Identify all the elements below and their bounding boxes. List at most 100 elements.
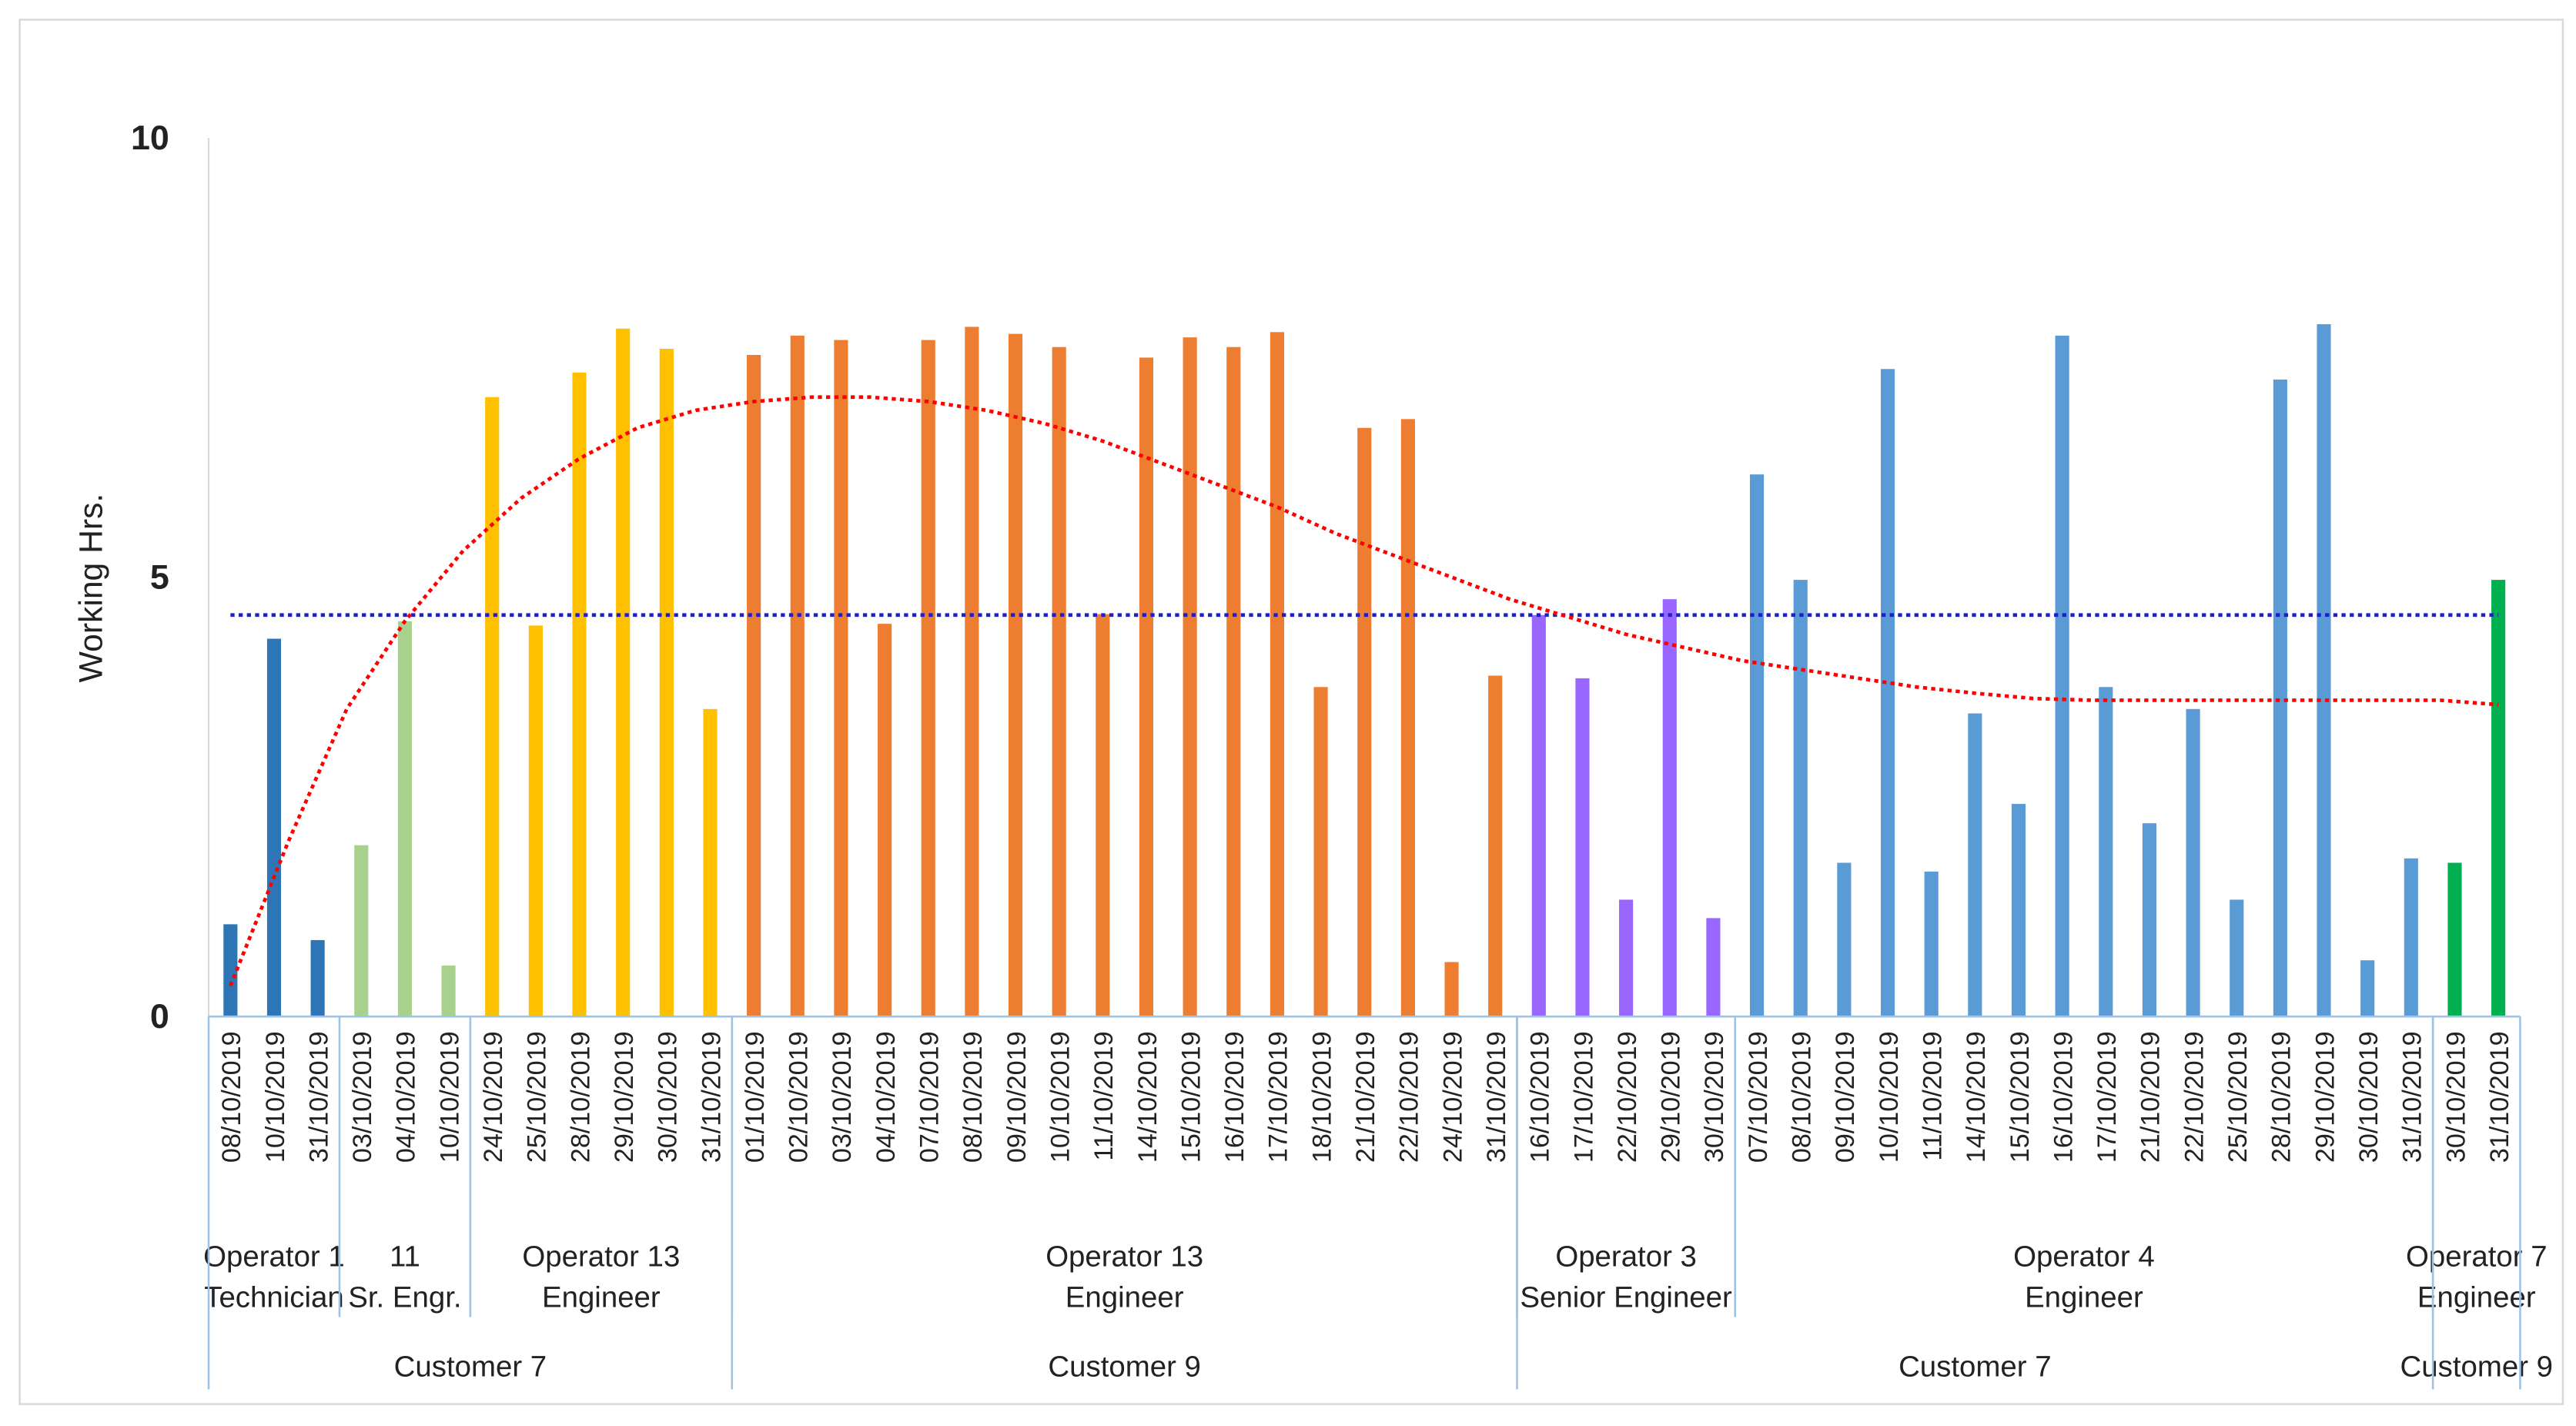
x-tick-label: 25/10/2019 <box>523 1031 552 1163</box>
bar <box>1619 899 1634 1017</box>
x-tick-label: 10/10/2019 <box>1875 1031 1904 1163</box>
bar <box>397 621 413 1017</box>
bar <box>2447 862 2462 1017</box>
x-tick-label: 07/10/2019 <box>915 1031 945 1163</box>
bar <box>1183 337 1197 1017</box>
bar <box>1793 580 1808 1017</box>
x-tick-label: 07/10/2019 <box>1744 1031 1773 1163</box>
x-tick-label: 22/10/2019 <box>2180 1031 2209 1163</box>
x-tick-label: 31/10/2019 <box>2398 1031 2427 1163</box>
x-tick-label: 18/10/2019 <box>1307 1031 1337 1163</box>
bar <box>790 335 805 1017</box>
x-tick-label: 14/10/2019 <box>1962 1031 1991 1163</box>
x-tick-label: 04/10/2019 <box>392 1031 421 1163</box>
bar <box>354 845 369 1017</box>
bar <box>616 328 631 1017</box>
x-tick-label: 16/10/2019 <box>1220 1031 1250 1163</box>
bar <box>2099 687 2113 1017</box>
operator-role-label: Technician <box>204 1281 343 1314</box>
bar <box>528 625 543 1017</box>
x-tick-label: 24/10/2019 <box>479 1031 508 1163</box>
x-tick-label: 17/10/2019 <box>1264 1031 1293 1163</box>
chart-border <box>18 18 2564 1405</box>
x-tick-label: 10/10/2019 <box>435 1031 464 1163</box>
bar <box>1052 346 1066 1017</box>
x-tick-label: 08/10/2019 <box>217 1031 246 1163</box>
x-tick-label: 28/10/2019 <box>2267 1031 2297 1163</box>
operator-label: Operator 7 <box>2406 1240 2548 1273</box>
x-tick-label: 30/10/2019 <box>2354 1031 2384 1163</box>
x-tick-label: 29/10/2019 <box>610 1031 639 1163</box>
y-axis-label: Working Hrs. <box>72 494 109 683</box>
bar <box>2011 804 2026 1017</box>
bar <box>2404 858 2418 1017</box>
bar <box>441 966 456 1017</box>
y-tick-label: 5 <box>150 558 169 597</box>
bar <box>223 924 238 1017</box>
x-tick-label: 01/10/2019 <box>741 1031 770 1163</box>
x-tick-label: 29/10/2019 <box>2310 1031 2340 1163</box>
y-tick-label: 0 <box>150 997 169 1036</box>
x-tick-label: 22/10/2019 <box>1395 1031 1424 1163</box>
operator-role-label: Sr. Engr. <box>348 1281 461 1314</box>
x-tick-label: 31/10/2019 <box>304 1031 333 1163</box>
bar <box>310 939 325 1017</box>
trend-line <box>229 395 2499 987</box>
operator-role-label: Engineer <box>2417 1281 2536 1314</box>
bar <box>1880 369 1895 1017</box>
x-tick-label: 21/10/2019 <box>1351 1031 1380 1163</box>
x-tick-label: 17/10/2019 <box>1569 1031 1598 1163</box>
operator-label: Operator 13 <box>1045 1240 1203 1273</box>
operator-role-label: Engineer <box>542 1281 661 1314</box>
bar <box>965 326 979 1017</box>
bar <box>1488 675 1503 1017</box>
operator-label: Operator 4 <box>2013 1240 2155 1273</box>
operator-role-label: Senior Engineer <box>1520 1281 1732 1314</box>
bars-layer <box>223 324 2506 1017</box>
operator-label: Operator 13 <box>522 1240 680 1273</box>
lines-layer <box>229 395 2499 987</box>
bar <box>1837 862 1852 1017</box>
x-tick-label: 30/10/2019 <box>654 1031 683 1163</box>
bar <box>747 354 761 1017</box>
bar <box>1270 332 1284 1017</box>
x-tick-label: 21/10/2019 <box>2136 1031 2166 1163</box>
operator-label: Operator 3 <box>1555 1240 1697 1273</box>
x-tick-label: 30/10/2019 <box>1700 1031 1729 1163</box>
bar <box>659 349 674 1017</box>
x-tick-label: 29/10/2019 <box>1657 1031 1686 1163</box>
x-tick-label: 15/10/2019 <box>1176 1031 1206 1163</box>
x-tick-label: 10/10/2019 <box>261 1031 290 1163</box>
x-tick-label: 25/10/2019 <box>2223 1031 2253 1163</box>
customer-label: Customer 9 <box>2400 1350 2553 1383</box>
bar <box>1531 614 1546 1017</box>
x-tick-label: 02/10/2019 <box>785 1031 814 1163</box>
operator-role-label: Engineer <box>2025 1281 2143 1314</box>
bar <box>2142 823 2156 1017</box>
x-tick-label: 24/10/2019 <box>1438 1031 1467 1163</box>
bar <box>1706 918 1721 1017</box>
bar <box>2273 379 2287 1017</box>
operator-label: 11 <box>390 1240 420 1273</box>
bar <box>1008 333 1023 1017</box>
x-tick-label: 03/10/2019 <box>348 1031 377 1163</box>
x-tick-label: 11/10/2019 <box>1089 1031 1119 1160</box>
bar <box>2186 708 2200 1017</box>
y-axis: 0 5 10 <box>131 119 210 1036</box>
operator-role-label: Engineer <box>1066 1281 1184 1314</box>
bar <box>2360 960 2375 1017</box>
bar <box>703 708 718 1017</box>
bar <box>2491 580 2506 1017</box>
bar <box>2230 899 2244 1017</box>
x-tick-label: 03/10/2019 <box>828 1031 857 1163</box>
x-tick-label: 31/10/2019 <box>1482 1031 1511 1163</box>
x-tick-label: 09/10/2019 <box>1002 1031 1032 1163</box>
bar <box>921 340 935 1017</box>
x-tick-label: 31/10/2019 <box>697 1031 726 1163</box>
x-tick-label: 08/10/2019 <box>1788 1031 1817 1163</box>
x-tick-label: 11/10/2019 <box>1918 1031 1947 1160</box>
customer-label: Customer 7 <box>1899 1350 2051 1383</box>
x-tick-label: 22/10/2019 <box>1613 1031 1642 1163</box>
bar <box>572 372 587 1017</box>
